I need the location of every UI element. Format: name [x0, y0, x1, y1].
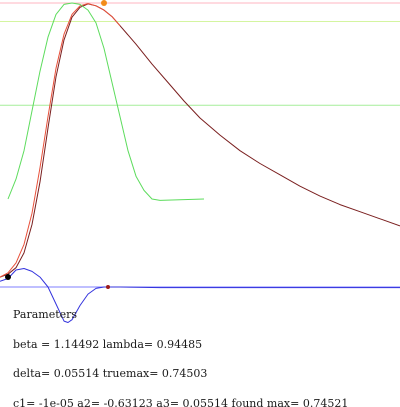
peak-marker — [101, 0, 107, 6]
fit-curve — [0, 3, 121, 278]
coefficients-foundmax-readout: c1= -1e-05 a2= -0.63123 a3= 0.05514 foun… — [13, 397, 349, 407]
beta-lambda-readout: beta = 1.14492 lambda= 0.94485 — [13, 338, 203, 351]
zero-crossing-marker — [106, 285, 110, 289]
origin-marker — [5, 274, 11, 281]
model-curve — [0, 3, 400, 278]
delta-truemax-readout: delta= 0.05514 truemax= 0.74503 — [13, 367, 208, 380]
parameters-heading: Parameters — [13, 308, 78, 321]
gaussian-curve — [7, 2, 205, 201]
